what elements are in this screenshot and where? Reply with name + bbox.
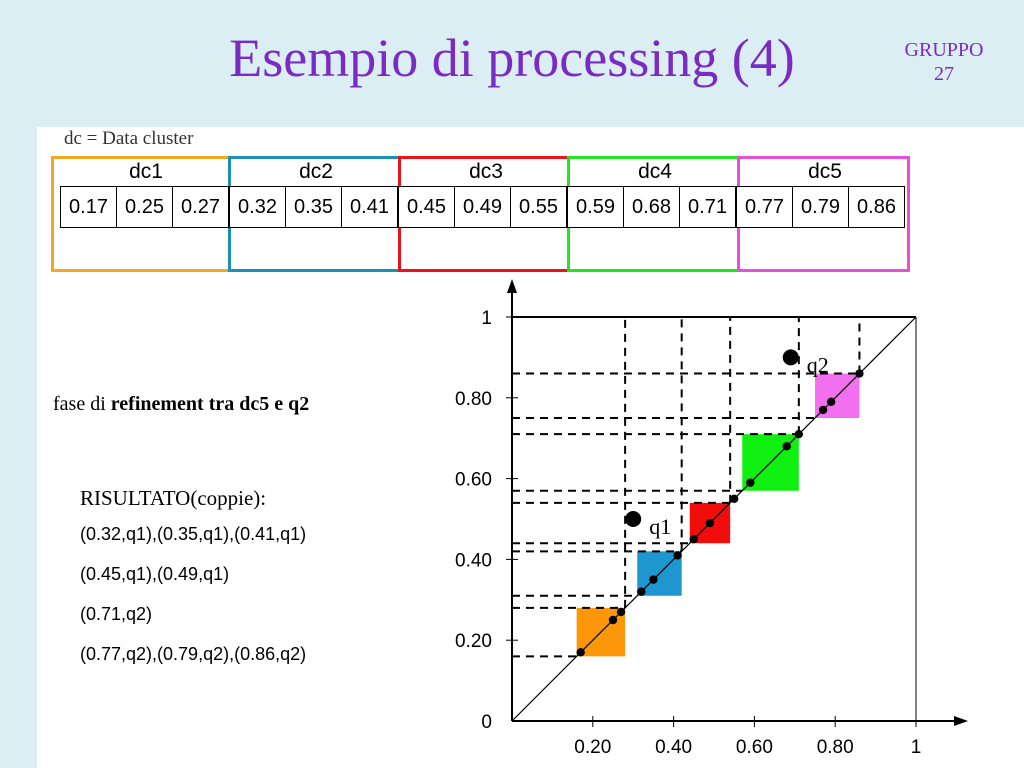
- cluster-label-dc2: dc2: [299, 160, 333, 183]
- data-point: [794, 429, 804, 439]
- value-cell: 0.32: [229, 186, 286, 228]
- data-point: [746, 478, 755, 487]
- result-line: (0.77,q2),(0.79,q2),(0.86,q2): [80, 644, 307, 664]
- data-point: [649, 575, 658, 584]
- data-point: [826, 397, 836, 407]
- query-label-q2: q2: [807, 352, 829, 377]
- x-tick-label: 0.20: [574, 737, 611, 758]
- result-line: (0.71,q2): [80, 604, 153, 624]
- data-point: [616, 607, 626, 617]
- query-point-q1: [625, 511, 642, 527]
- data-point: [637, 587, 646, 596]
- value-cell: 0.25: [116, 186, 173, 228]
- data-cluster-note: dc = Data cluster: [64, 128, 194, 149]
- value-cell: 0.79: [792, 186, 849, 228]
- value-cell: 0.35: [285, 186, 342, 228]
- value-cell: 0.27: [172, 186, 229, 228]
- x-tick-label: 1: [911, 737, 922, 758]
- value-cell: 0.55: [510, 186, 567, 228]
- badge-line1: GRUPPO: [904, 39, 984, 61]
- y-tick-label: 0.20: [455, 631, 492, 652]
- slide-title: Esempio di processing (4): [229, 28, 795, 88]
- data-point: [855, 369, 864, 378]
- value-cell: 0.77: [736, 186, 793, 228]
- result-line: (0.45,q1),(0.49,q1): [80, 564, 230, 584]
- cluster-label-dc4: dc4: [638, 160, 672, 183]
- value-cell: 0.49: [454, 186, 511, 228]
- data-point: [818, 405, 828, 415]
- value-cell: 0.45: [398, 186, 455, 228]
- cluster-label-dc3: dc3: [469, 160, 503, 183]
- value-cell: 0.71: [679, 186, 736, 228]
- badge-line2: 27: [934, 63, 954, 85]
- data-point: [782, 442, 791, 451]
- value-cell: 0.68: [623, 186, 680, 228]
- y-tick-label: 1: [481, 308, 492, 329]
- y-axis-arrow: [507, 279, 517, 293]
- x-tick-label: 0.40: [655, 737, 692, 758]
- data-point: [730, 494, 739, 503]
- value-cell: 0.17: [60, 186, 117, 228]
- y-tick-label: 0: [481, 712, 492, 733]
- phase-prefix: fase di: [53, 393, 111, 415]
- y-tick-label: 0.40: [455, 550, 492, 571]
- result-title: RISULTATO(coppie):: [80, 486, 267, 510]
- phase-text: fase di refinement tra dc5 e q2: [53, 393, 309, 416]
- value-cell: 0.86: [848, 186, 905, 228]
- y-tick-label: 0.80: [455, 389, 492, 410]
- data-point: [689, 535, 698, 544]
- result-line: (0.32,q1),(0.35,q1),(0.41,q1): [80, 524, 307, 544]
- cluster-label-dc1: dc1: [129, 160, 163, 183]
- y-tick-label: 0.60: [455, 470, 492, 491]
- slide-canvas: [37, 127, 1024, 768]
- mapping-plot: 0 0.20 0.40 0.60 0.80 1 0.20 0.40 0.60 0.80 1 q1 q2: [455, 279, 968, 758]
- value-cell: 0.59: [567, 186, 624, 228]
- data-point: [608, 615, 618, 625]
- group-badge: GRUPPO 27: [884, 38, 1004, 86]
- phase-bold: refinement tra dc5 e q2: [110, 393, 310, 415]
- data-point: [576, 648, 585, 657]
- data-point: [705, 518, 715, 528]
- x-tick-label: 0.60: [736, 737, 773, 758]
- value-cell: 0.41: [341, 186, 398, 228]
- diagonal-line: [511, 316, 917, 722]
- query-label-q1: q1: [649, 514, 671, 539]
- cluster-label-dc5: dc5: [808, 160, 842, 183]
- data-point: [673, 551, 682, 560]
- query-point-q2: [782, 349, 799, 366]
- x-tick-label: 0.80: [817, 737, 854, 758]
- x-axis-arrow: [954, 716, 968, 726]
